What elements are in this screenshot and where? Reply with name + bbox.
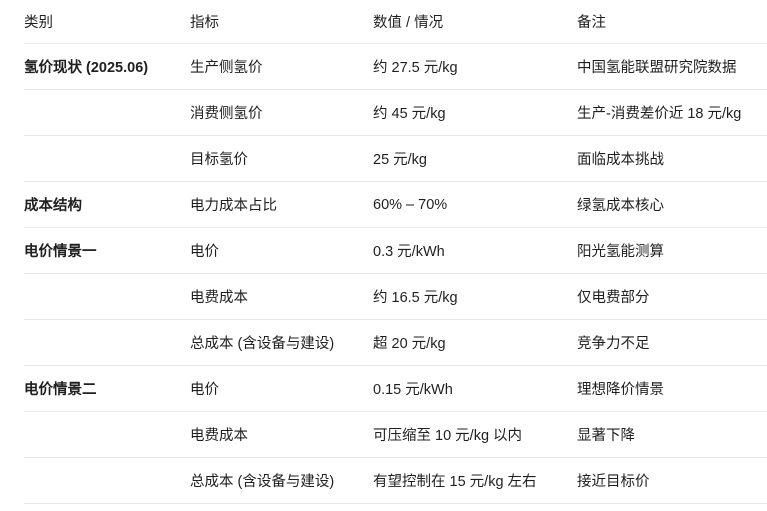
- table-row: 总成本 (含设备与建设) 超 20 元/kg 竞争力不足: [24, 319, 767, 366]
- cell-category: 电价情景二: [24, 365, 190, 412]
- cell-indicator: 电价: [190, 227, 373, 274]
- cell-value: 约 16.5 元/kg: [373, 273, 577, 320]
- cell-category: [24, 89, 190, 136]
- cell-value: 0.15 元/kWh: [373, 365, 577, 412]
- cell-note: 绿氢成本核心: [577, 181, 767, 228]
- cell-indicator: 生产侧氢价: [190, 43, 373, 90]
- cell-category: 电价情景一: [24, 227, 190, 274]
- cell-value: 60% – 70%: [373, 181, 577, 228]
- hydrogen-price-table: 类别 指标 数值 / 情况 备注 氢价现状 (2025.06) 生产侧氢价 约 …: [24, 0, 767, 504]
- cell-note: 竞争力不足: [577, 319, 767, 366]
- header-row: 类别 指标 数值 / 情况 备注: [24, 0, 767, 44]
- hydrogen-price-table-container: 类别 指标 数值 / 情况 备注 氢价现状 (2025.06) 生产侧氢价 约 …: [24, 0, 767, 504]
- cell-note: 阳光氢能测算: [577, 227, 767, 274]
- table-row: 总成本 (含设备与建设) 有望控制在 15 元/kg 左右 接近目标价: [24, 457, 767, 504]
- column-header-category: 类别: [24, 0, 190, 44]
- column-header-note: 备注: [577, 0, 767, 44]
- cell-category: [24, 135, 190, 182]
- cell-category: [24, 457, 190, 504]
- cell-category: 氢价现状 (2025.06): [24, 43, 190, 90]
- cell-note: 面临成本挑战: [577, 135, 767, 182]
- table-row: 电费成本 可压缩至 10 元/kg 以内 显著下降: [24, 411, 767, 458]
- cell-note: 理想降价情景: [577, 365, 767, 412]
- table-header: 类别 指标 数值 / 情况 备注: [24, 0, 767, 44]
- table-row: 电价情景二 电价 0.15 元/kWh 理想降价情景: [24, 365, 767, 412]
- table-row: 消费侧氢价 约 45 元/kg 生产-消费差价近 18 元/kg: [24, 89, 767, 136]
- table-row: 电价情景一 电价 0.3 元/kWh 阳光氢能测算: [24, 227, 767, 274]
- table-row: 目标氢价 25 元/kg 面临成本挑战: [24, 135, 767, 182]
- cell-value: 约 45 元/kg: [373, 89, 577, 136]
- cell-category: [24, 273, 190, 320]
- cell-note: 中国氢能联盟研究院数据: [577, 43, 767, 90]
- column-header-value: 数值 / 情况: [373, 0, 577, 44]
- table-body: 氢价现状 (2025.06) 生产侧氢价 约 27.5 元/kg 中国氢能联盟研…: [24, 43, 767, 504]
- cell-value: 超 20 元/kg: [373, 319, 577, 366]
- cell-indicator: 总成本 (含设备与建设): [190, 457, 373, 504]
- cell-note: 仅电费部分: [577, 273, 767, 320]
- table-row: 成本结构 电力成本占比 60% – 70% 绿氢成本核心: [24, 181, 767, 228]
- cell-value: 25 元/kg: [373, 135, 577, 182]
- cell-indicator: 总成本 (含设备与建设): [190, 319, 373, 366]
- table-row: 氢价现状 (2025.06) 生产侧氢价 约 27.5 元/kg 中国氢能联盟研…: [24, 43, 767, 90]
- cell-note: 显著下降: [577, 411, 767, 458]
- cell-value: 约 27.5 元/kg: [373, 43, 577, 90]
- cell-value: 0.3 元/kWh: [373, 227, 577, 274]
- cell-category: [24, 411, 190, 458]
- cell-value: 可压缩至 10 元/kg 以内: [373, 411, 577, 458]
- cell-note: 接近目标价: [577, 457, 767, 504]
- cell-category: 成本结构: [24, 181, 190, 228]
- table-row: 电费成本 约 16.5 元/kg 仅电费部分: [24, 273, 767, 320]
- cell-note: 生产-消费差价近 18 元/kg: [577, 89, 767, 136]
- cell-indicator: 目标氢价: [190, 135, 373, 182]
- cell-indicator: 电价: [190, 365, 373, 412]
- cell-value: 有望控制在 15 元/kg 左右: [373, 457, 577, 504]
- cell-indicator: 消费侧氢价: [190, 89, 373, 136]
- cell-indicator: 电费成本: [190, 411, 373, 458]
- cell-category: [24, 319, 190, 366]
- cell-indicator: 电费成本: [190, 273, 373, 320]
- cell-indicator: 电力成本占比: [190, 181, 373, 228]
- column-header-indicator: 指标: [190, 0, 373, 44]
